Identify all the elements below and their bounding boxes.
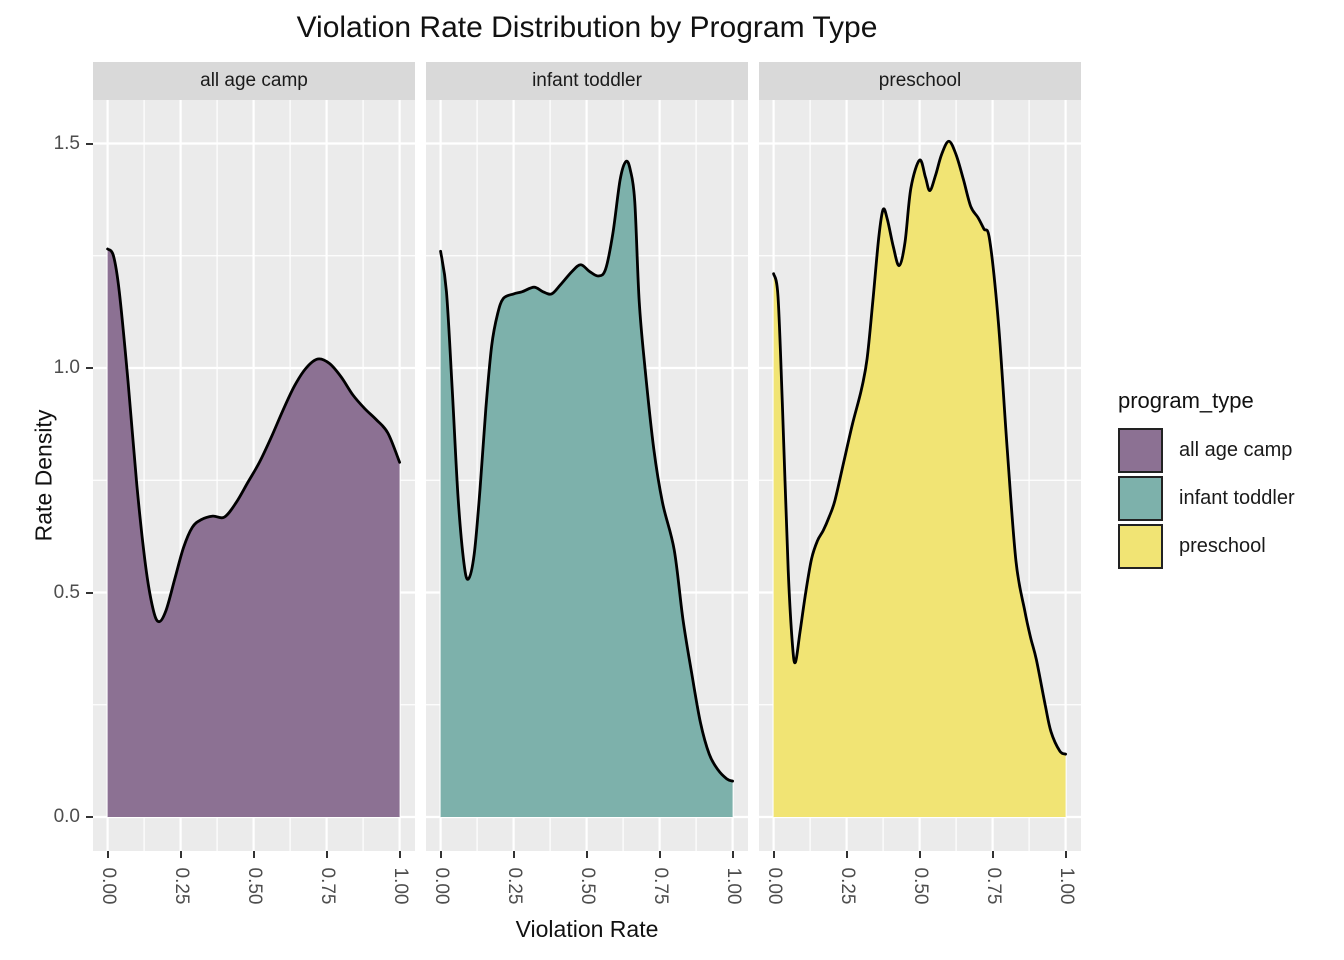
x-tick-label: 0.00	[430, 867, 452, 905]
x-tick-label: 0.50	[243, 867, 265, 905]
x-axis-tick	[658, 851, 661, 858]
legend-title: program_type	[1118, 388, 1254, 413]
legend-item-label: infant toddler	[1179, 487, 1295, 509]
x-axis-tick	[731, 851, 734, 858]
legend-item-all-age-camp: all age camp	[1118, 428, 1338, 473]
x-axis-tick	[512, 851, 515, 858]
x-tick-label: 0.00	[763, 867, 785, 905]
legend-key-swatch	[1118, 524, 1163, 569]
x-axis-tick	[1064, 851, 1067, 858]
legend-item-label: all age camp	[1179, 439, 1293, 461]
x-tick-label: 1.00	[1055, 867, 1077, 905]
y-axis-tick	[86, 367, 93, 369]
facet-strip-infant-toddler: infant toddler	[426, 62, 748, 100]
x-tick-label: 0.25	[170, 867, 192, 905]
x-tick-label: 0.75	[649, 867, 671, 905]
legend-key-swatch	[1118, 476, 1163, 521]
x-axis-tick	[845, 851, 848, 858]
facet-strip-preschool: preschool	[759, 62, 1081, 100]
x-tick-label: 0.25	[503, 867, 525, 905]
facet-strip-all-age-camp: all age camp	[93, 62, 415, 100]
x-tick-label: 0.75	[982, 867, 1004, 905]
x-axis-tick	[918, 851, 921, 858]
legend-item-infant-toddler: infant toddler	[1118, 476, 1338, 521]
x-tick-label: 0.00	[97, 867, 119, 905]
y-axis-tick	[86, 816, 93, 818]
x-axis-tick	[398, 851, 401, 858]
density-curve-preschool	[772, 139, 1067, 756]
x-tick-label: 1.00	[389, 867, 411, 905]
x-axis-tick	[179, 851, 182, 858]
x-axis-title: Violation Rate	[515, 916, 659, 942]
legend: program_type all age camp infant toddler…	[1118, 388, 1338, 572]
x-axis-tick	[439, 851, 442, 858]
y-axis-tick	[86, 142, 93, 145]
x-tick-label: 0.50	[909, 867, 931, 905]
y-tick-label: 1.5	[53, 132, 80, 154]
y-axis-title: Rate Density	[30, 409, 57, 542]
legend-item-preschool: preschool	[1118, 524, 1338, 569]
density-area-all-age-camp	[107, 249, 400, 817]
density-area-infant-toddler	[440, 161, 733, 818]
density-panel-preschool	[759, 100, 1081, 851]
density-area-preschool	[773, 141, 1066, 817]
x-tick-label: 0.50	[576, 867, 598, 905]
plot-title: Violation Rate Distribution by Program T…	[296, 11, 878, 44]
density-plot-svg	[93, 100, 415, 851]
y-tick-label: 0.0	[53, 806, 80, 827]
density-curve-all-age-camp	[106, 247, 401, 624]
x-axis-tick	[106, 851, 109, 858]
density-curve-infant-toddler	[439, 159, 734, 783]
density-plot-svg	[759, 100, 1081, 851]
x-axis-tick	[991, 851, 994, 858]
y-axis-tick	[86, 591, 93, 594]
legend-item-label: preschool	[1179, 535, 1266, 557]
density-panel-all-age-camp	[93, 100, 415, 851]
y-tick-label: 1.0	[53, 357, 80, 378]
x-axis-tick	[772, 851, 775, 858]
legend-key-swatch	[1118, 428, 1163, 473]
x-axis-tick	[252, 851, 255, 858]
x-axis-tick	[325, 851, 328, 858]
x-axis-tick	[585, 851, 588, 858]
density-plot-svg	[426, 100, 748, 851]
density-panel-infant-toddler	[426, 100, 748, 851]
x-tick-label: 1.00	[722, 867, 744, 905]
x-tick-label: 0.75	[316, 867, 338, 905]
x-tick-label: 0.25	[836, 867, 858, 905]
y-tick-label: 0.5	[53, 581, 80, 603]
